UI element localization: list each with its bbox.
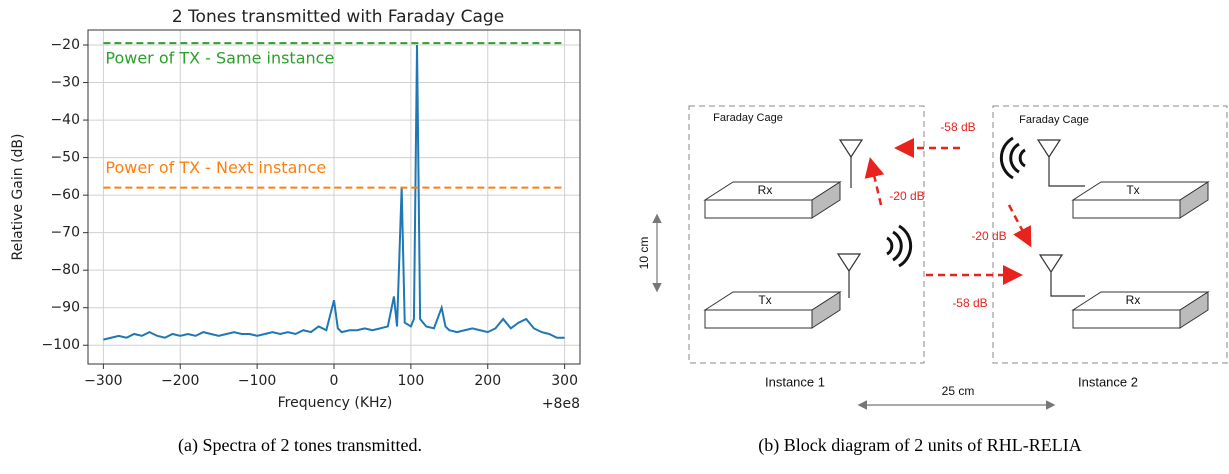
x-tick-label: −100 — [238, 373, 276, 389]
unit-label: Rx — [758, 183, 773, 197]
x-tick-label: 300 — [551, 373, 578, 389]
antennas — [836, 139, 1085, 298]
x-axis-label: Frequency (KHz) — [278, 395, 393, 411]
dimension-label: 10 cm — [637, 237, 651, 270]
x-tick-label: 0 — [330, 373, 339, 389]
x-tick-label: 100 — [398, 373, 425, 389]
instance-label: Instance 2 — [1078, 374, 1138, 389]
x-tick-label: 200 — [474, 373, 501, 389]
y-tick-label: −20 — [50, 37, 80, 53]
unit: Rx — [1071, 291, 1210, 329]
y-tick-label: −60 — [50, 187, 80, 203]
caption: (b) Block diagram of 2 units of RHL-RELI… — [758, 435, 1081, 456]
reference-label: Power of TX - Same instance — [105, 49, 334, 68]
y-tick-label: −70 — [50, 225, 80, 241]
faraday-cage-box — [688, 105, 925, 364]
faraday-cage-box — [992, 105, 1228, 364]
chart: 2 Tones transmitted with Faraday Cage Fr… — [10, 7, 581, 412]
x-tick-label: −200 — [161, 373, 199, 389]
y-tick-label: −100 — [42, 337, 80, 353]
link-arrow — [1007, 204, 1032, 248]
unit-label: Tx — [758, 293, 771, 307]
unit-label: Tx — [1126, 183, 1139, 197]
y-tick-label: −80 — [50, 262, 80, 278]
caption: (a) Spectra of 2 tones transmitted. — [178, 435, 422, 456]
unit-label: Rx — [1126, 293, 1141, 307]
cage-label: Faraday Cage — [1019, 114, 1089, 126]
cage-label: Faraday Cage — [713, 112, 783, 124]
link-label: -58 dB — [952, 296, 987, 310]
spectrum-line — [103, 44, 565, 341]
signal-waves — [886, 136, 1026, 268]
unit: Tx — [703, 291, 842, 329]
link-label: -58 dB — [940, 120, 975, 134]
x-tick-label: −300 — [84, 373, 122, 389]
reference-label: Power of TX - Next instance — [105, 158, 326, 177]
instance-label: Instance 1 — [765, 374, 825, 389]
chart-title: 2 Tones transmitted with Faraday Cage — [172, 7, 504, 27]
x-offset-label: +8e8 — [542, 396, 580, 412]
unit: Rx — [703, 181, 842, 219]
y-axis-label: Relative Gain (dB) — [10, 134, 26, 261]
link-label: -20 dB — [889, 189, 924, 203]
y-tick-label: −40 — [50, 112, 80, 128]
y-tick-label: −30 — [50, 75, 80, 91]
plot-frame — [87, 29, 581, 365]
y-tick-label: −50 — [50, 150, 80, 166]
link-label: -20 dB — [971, 229, 1006, 243]
unit: Tx — [1071, 181, 1210, 219]
y-tick-label: −90 — [50, 300, 80, 316]
block-diagram: Faraday Cage Faraday Cage Rx Tx Tx Rx — [637, 105, 1228, 410]
link-arrow — [864, 157, 885, 206]
dimension-label: 25 cm — [942, 384, 975, 398]
